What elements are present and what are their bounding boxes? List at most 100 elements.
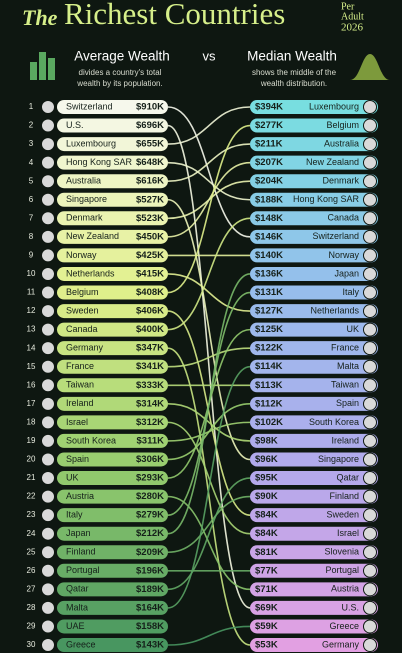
flag <box>41 248 55 263</box>
link <box>167 273 251 535</box>
left-bar <box>57 638 168 652</box>
value-label: $95K <box>255 473 278 484</box>
flag <box>363 452 377 467</box>
flag <box>41 341 55 356</box>
flag <box>41 545 55 560</box>
rank: 8 <box>29 232 34 241</box>
flag <box>41 471 55 486</box>
country-label: France <box>66 361 94 371</box>
value-label: $655K <box>136 139 164 150</box>
left-bar <box>57 471 168 486</box>
note-line: 2026 <box>341 22 364 34</box>
flag <box>363 415 377 430</box>
country-label: Sweden <box>66 305 99 315</box>
value-label: $279K <box>136 510 164 521</box>
versus: vs <box>203 48 217 63</box>
value-label: $910K <box>136 102 164 113</box>
value-label: $312K <box>136 417 164 428</box>
rank: 23 <box>27 510 36 519</box>
right-bar <box>250 471 378 486</box>
value-label: $341K <box>136 361 164 372</box>
bar-icon <box>30 52 55 80</box>
country-label: Denmark <box>322 176 359 186</box>
right-bar <box>250 304 378 319</box>
flag <box>363 508 377 523</box>
right-bar <box>250 285 378 300</box>
right-bar <box>250 508 378 523</box>
right-bar <box>250 433 378 448</box>
rank: 15 <box>27 362 36 371</box>
country-label: New Zealand <box>306 157 359 167</box>
flag <box>363 638 377 652</box>
country-label: Japan <box>334 268 359 278</box>
icon-part <box>48 58 55 80</box>
country-label: Italy <box>342 287 359 297</box>
country-label: Spain <box>66 454 89 464</box>
value-label: $114K <box>255 361 283 372</box>
right-bar <box>250 600 378 615</box>
country-label: Belgium <box>66 287 99 297</box>
link <box>167 106 251 145</box>
right-description: shows the middle of the <box>252 68 337 77</box>
country-label: Israel <box>337 528 359 538</box>
value-label: $164K <box>136 602 164 613</box>
rank: 20 <box>27 455 36 464</box>
value-label: $188K <box>255 194 283 205</box>
right-bar <box>250 341 378 356</box>
right-bar <box>250 359 378 374</box>
value-label: $207K <box>255 157 283 168</box>
link <box>167 143 251 183</box>
rank: 14 <box>27 343 36 352</box>
rank: 3 <box>29 139 34 148</box>
country-label: U.S. <box>66 120 84 130</box>
left-bar <box>57 248 168 263</box>
flag <box>363 582 377 597</box>
country-label: Malta <box>337 361 359 371</box>
country-label: UK <box>66 472 79 482</box>
flag <box>363 100 377 114</box>
flag <box>363 137 377 152</box>
country-label: Austria <box>66 491 94 501</box>
country-label: Singapore <box>318 454 359 464</box>
value-label: $408K <box>136 287 164 298</box>
value-label: $527K <box>136 194 164 205</box>
value-label: $98K <box>255 435 278 446</box>
rank: 21 <box>27 473 36 482</box>
value-label: $211K <box>255 139 283 150</box>
flag <box>41 638 55 652</box>
flag <box>41 508 55 523</box>
link <box>167 106 251 238</box>
right-heading: Median Wealth <box>247 49 337 64</box>
country-label: Finland <box>329 491 359 501</box>
left-bar <box>57 415 168 430</box>
rank: 24 <box>27 529 36 538</box>
bell-icon <box>350 54 390 80</box>
link <box>167 495 251 591</box>
flag <box>41 304 55 319</box>
country-label: Denmark <box>66 213 103 223</box>
value-label: $122K <box>255 343 283 354</box>
left-bar <box>57 545 168 560</box>
right-bar <box>250 174 378 189</box>
flag <box>363 526 377 541</box>
value-label: $196K <box>136 565 164 576</box>
rank: 9 <box>29 251 34 260</box>
value-label: $209K <box>136 547 164 558</box>
right-bar <box>250 415 378 430</box>
flag <box>363 174 377 189</box>
value-label: $148K <box>255 213 283 224</box>
rank: 28 <box>27 603 36 612</box>
flag <box>363 471 377 486</box>
left-bar <box>57 285 168 300</box>
country-label: Ireland <box>66 398 94 408</box>
rank: 18 <box>27 417 36 426</box>
value-label: $96K <box>255 454 278 465</box>
value-label: $143K <box>136 640 164 651</box>
flag <box>363 341 377 356</box>
left-heading: Average Wealth <box>74 49 170 64</box>
flag <box>41 359 55 374</box>
country-label: Greece <box>329 621 359 631</box>
flag <box>363 229 377 244</box>
left-bar <box>57 508 168 523</box>
left-bar <box>57 452 168 467</box>
